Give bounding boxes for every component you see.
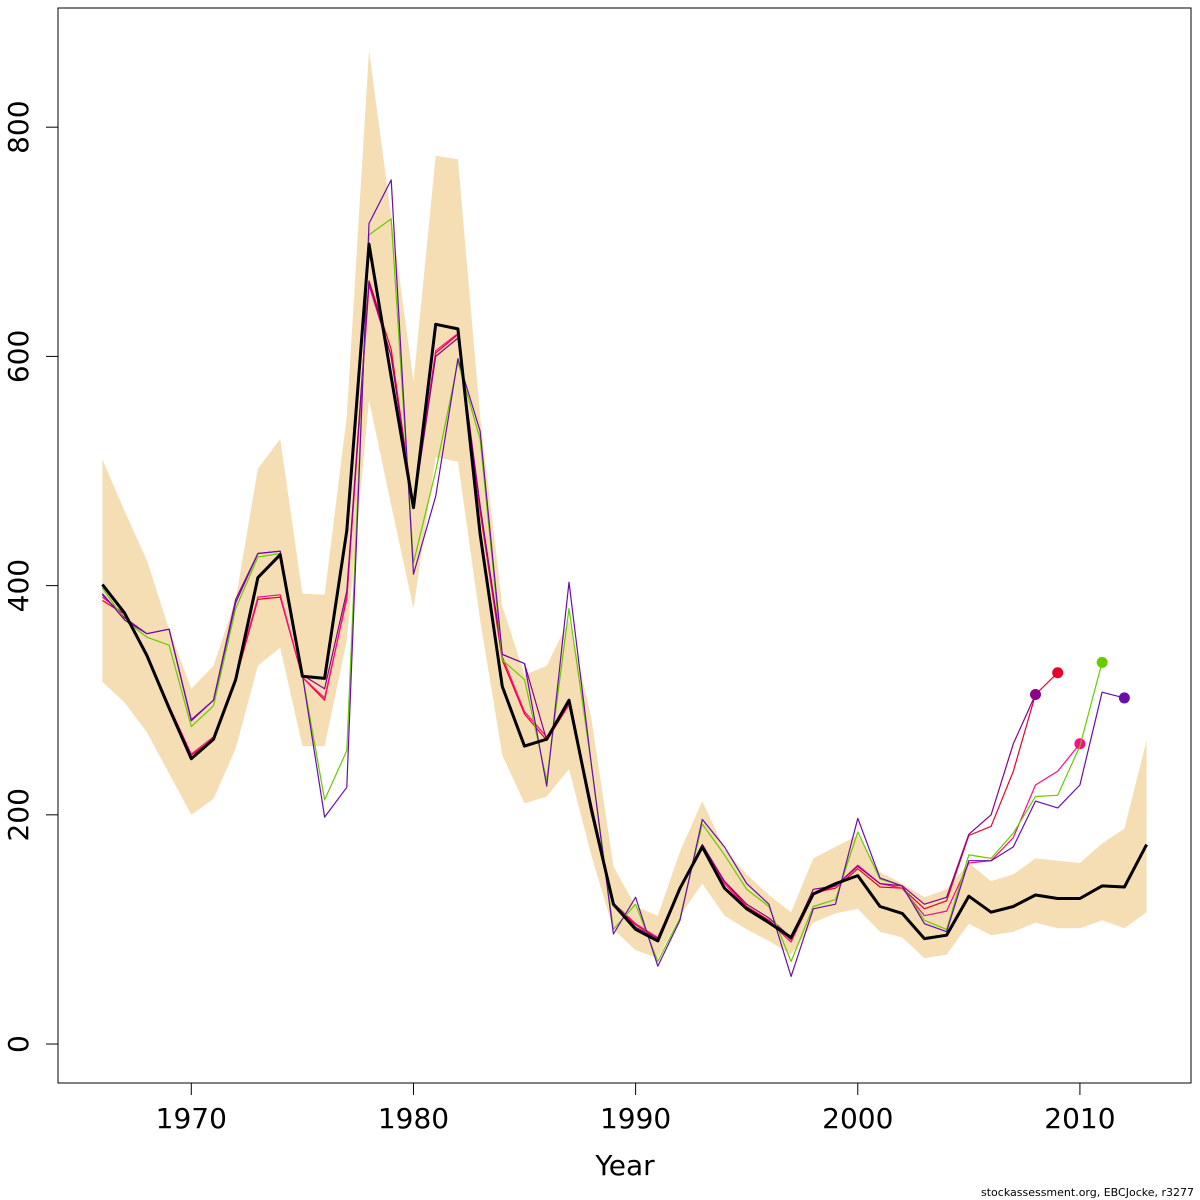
series-endpoint-4 bbox=[1096, 656, 1108, 668]
y-tick-label: 800 bbox=[2, 100, 35, 153]
x-tick-label: 2010 bbox=[1044, 1102, 1115, 1135]
x-tick-label: 1990 bbox=[600, 1102, 671, 1135]
confidence-band bbox=[102, 50, 1147, 959]
y-axis: 0 200 400 600 800 bbox=[2, 100, 59, 1053]
x-tick-label: 1970 bbox=[156, 1102, 227, 1135]
series-endpoint-1 bbox=[1052, 667, 1064, 679]
y-tick-label: 0 bbox=[2, 1035, 35, 1053]
series-line-0 bbox=[101, 242, 1148, 943]
series-endpoint-5 bbox=[1118, 692, 1130, 704]
series-line-5 bbox=[101, 179, 1125, 978]
series-endpoint-3 bbox=[1029, 688, 1041, 700]
x-tick-label: 2000 bbox=[822, 1102, 893, 1135]
x-axis-title: Year bbox=[594, 1149, 655, 1182]
y-tick-label: 600 bbox=[2, 330, 35, 383]
confidence-band-layer bbox=[102, 50, 1147, 959]
x-axis: 1970 1980 1990 2000 2010 bbox=[156, 1082, 1116, 1135]
credit-text: stockassessment.org, EBCJocke, r3277 bbox=[981, 1186, 1194, 1199]
series-layer bbox=[101, 179, 1148, 978]
y-tick-label: 200 bbox=[2, 788, 35, 841]
y-tick-label: 400 bbox=[2, 559, 35, 612]
x-tick-label: 1980 bbox=[378, 1102, 449, 1135]
